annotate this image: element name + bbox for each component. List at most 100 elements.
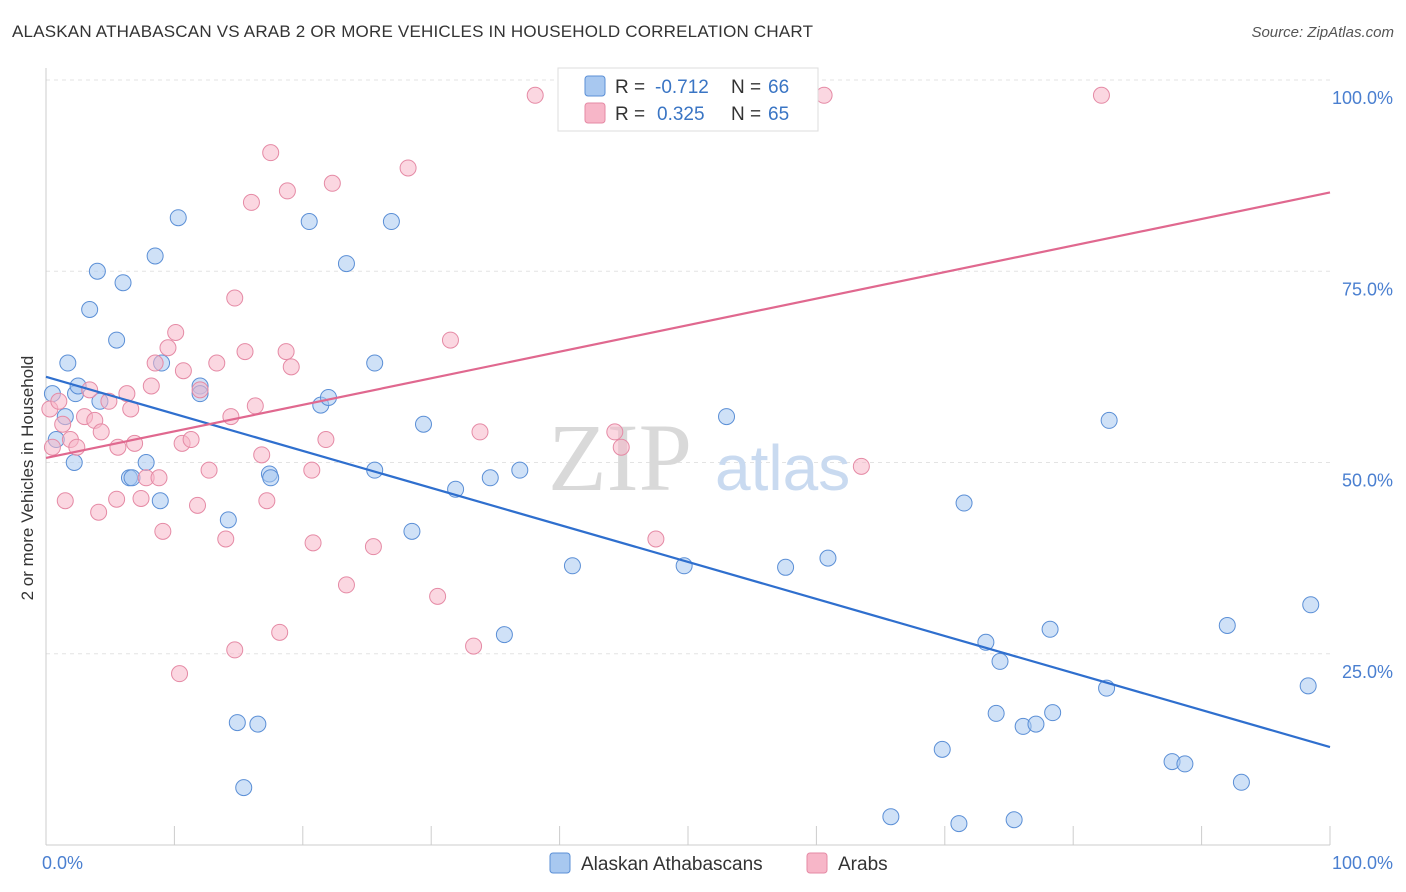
data-point [88,262,106,280]
legend-n-label-arabs: N = [731,104,761,125]
data-point [253,446,271,464]
legend-r-value-arabs: 0.325 [657,104,705,125]
data-point [1005,811,1023,829]
data-point [271,623,289,641]
data-point [366,354,384,372]
bottom-legend-swatch-arabs [806,852,828,874]
data-point [262,469,280,487]
trend-lines [45,191,1331,749]
data-point [526,86,544,104]
data-point [81,301,99,318]
y-tick-label: 100.0% [1332,88,1393,108]
data-point [1041,620,1059,638]
data-point [323,174,341,192]
data-point [414,415,432,433]
data-point [108,490,126,508]
data-point [511,461,529,479]
y-tick-label: 25.0% [1342,662,1393,682]
data-point [282,358,300,376]
data-point [1176,755,1194,773]
data-point [441,331,459,349]
watermark-zip: ZIP [548,404,692,511]
data-point [132,489,150,507]
data-point [337,576,355,594]
data-point [933,740,951,758]
data-point [718,408,736,426]
data-point [1027,715,1045,733]
data-point [481,469,499,487]
data-point [92,423,110,441]
data-point [226,289,244,307]
data-point [146,247,164,265]
data-point [65,454,83,471]
data-point [647,530,665,548]
data-point [278,182,296,200]
data-point [815,86,833,104]
data-point [303,461,321,479]
data-point [399,159,417,177]
data-point [123,469,141,487]
data-point [277,343,295,361]
data-point [226,641,244,659]
data-point [217,530,235,548]
bottom-legend-arabs: Arabs [838,854,888,875]
data-point [169,209,187,227]
data-point [364,538,382,556]
data-point [337,255,355,273]
axes [45,68,1331,846]
data-point [108,331,126,349]
data-point [142,377,160,395]
data-point [151,492,169,510]
watermark: ZIP atlas [548,404,850,511]
tick-labels: 25.0% 50.0% 75.0% 100.0% 0.0% 100.0% [42,88,1393,873]
data-point [612,438,630,456]
data-point [465,637,483,655]
data-point [882,808,900,826]
data-point [200,461,218,479]
data-point [950,815,968,833]
trend-line [45,375,1331,749]
data-point [222,408,240,426]
data-point [43,438,61,456]
data-point [403,522,421,540]
data-point [50,392,68,410]
data-point [819,549,837,567]
data-point [777,558,795,576]
data-point [235,779,253,797]
data-point [1044,704,1062,722]
legend-r-label-athabascan: R = [615,77,645,98]
data-point [59,354,77,372]
data-point [242,193,260,211]
data-point [300,213,318,231]
data-point [429,587,447,605]
legend-n-value-arabs: 65 [768,104,789,125]
legend-r-label-arabs: R = [615,104,645,125]
trend-line [45,191,1331,459]
data-point [1232,773,1250,791]
data-point [189,496,207,514]
bottom-legend-swatch-athabascan [549,852,571,874]
data-point [146,354,164,372]
data-point [382,213,400,231]
data-point [317,431,335,449]
data-point [154,522,172,540]
data-point [174,362,192,380]
data-point [56,492,74,510]
data-point [150,469,168,487]
data-point [54,415,72,433]
data-point [495,626,513,644]
data-point [249,715,267,733]
data-point [852,457,870,475]
y-tick-label: 75.0% [1342,279,1393,299]
data-point [304,534,322,552]
data-point [100,392,118,410]
legend-n-value-athabascan: 66 [768,77,789,98]
stats-legend: R = -0.712 N = 66 R = 0.325 N = 65 [557,67,819,132]
y-tick-label: 50.0% [1342,471,1393,491]
series-arabs [41,86,1110,683]
data-point [606,423,624,441]
data-point [1100,411,1118,429]
data-point [987,704,1005,722]
data-point [114,274,132,292]
